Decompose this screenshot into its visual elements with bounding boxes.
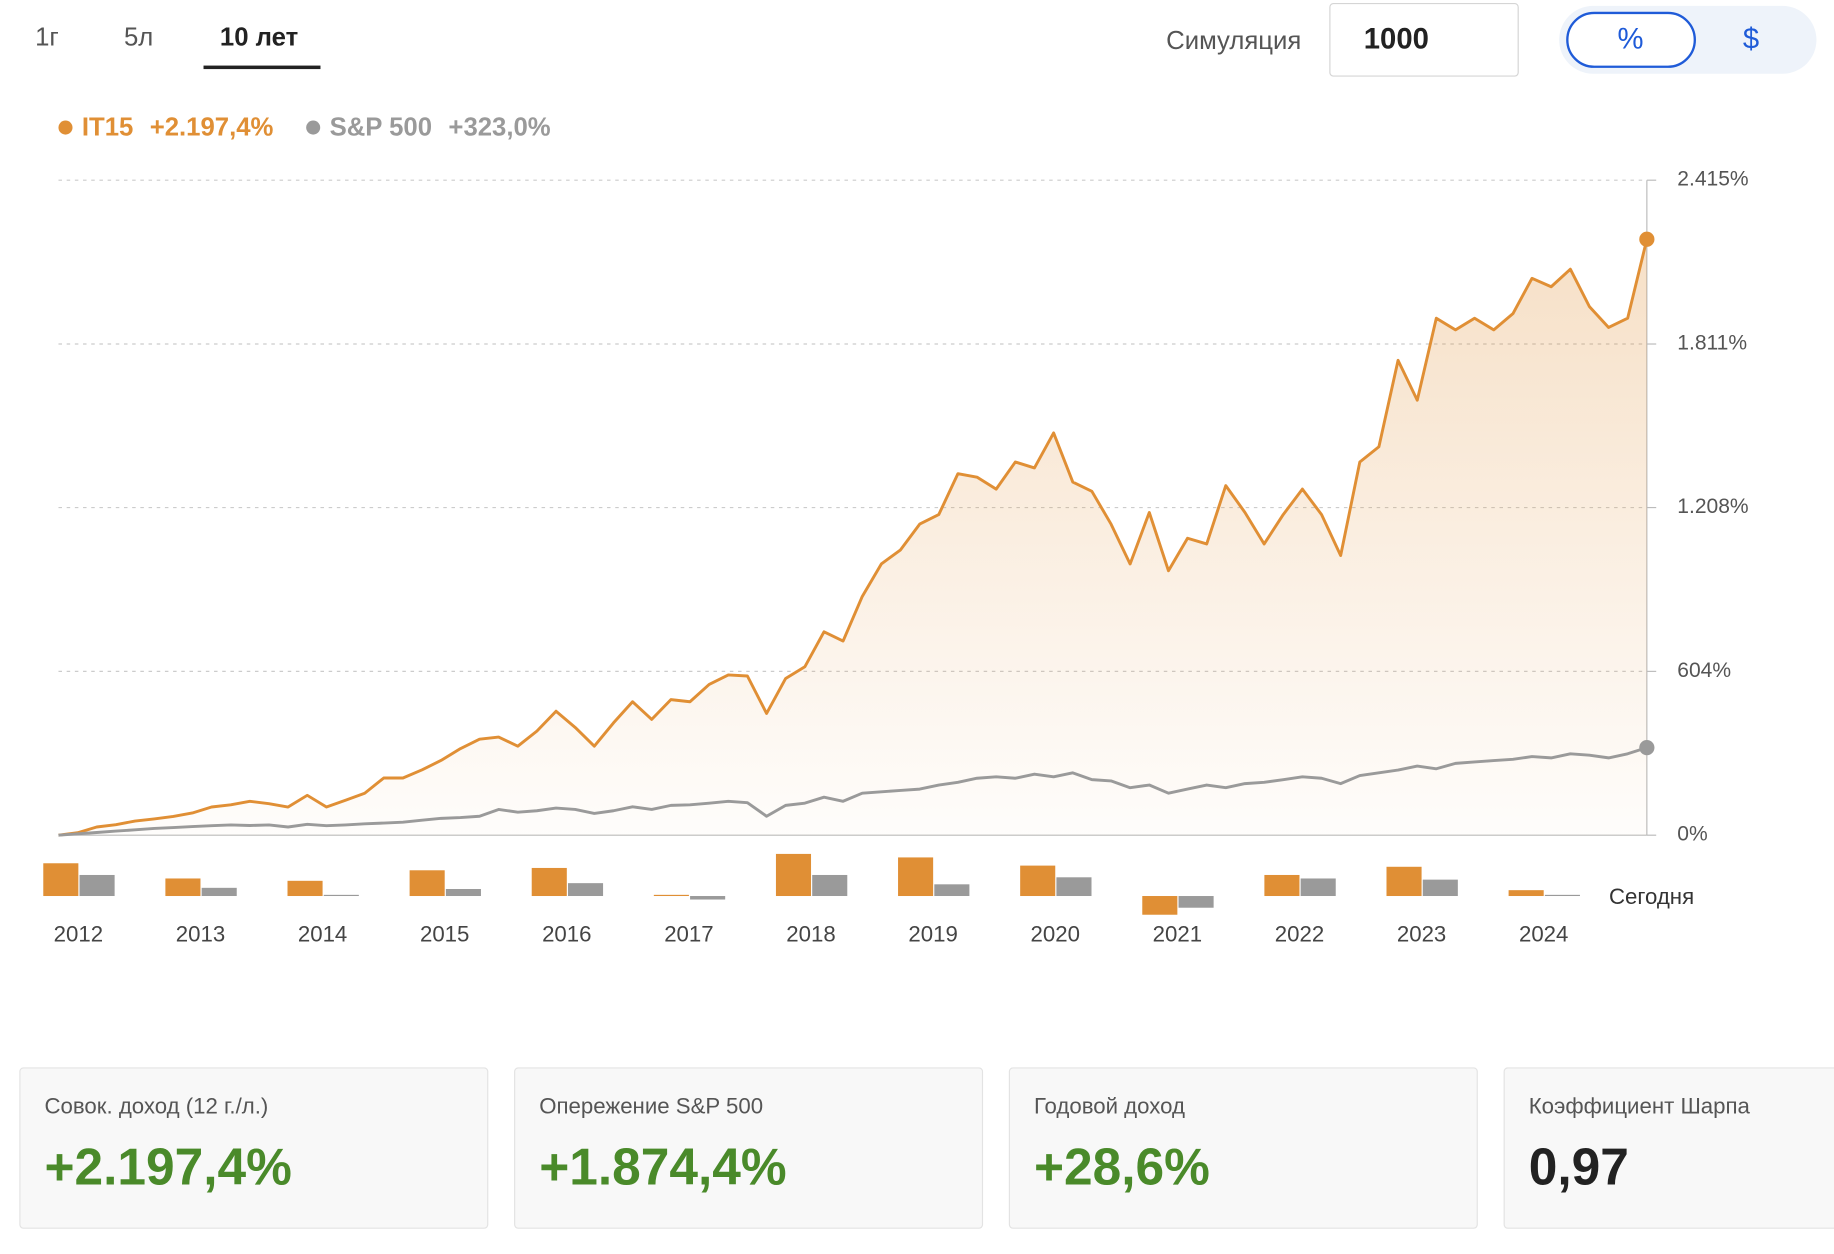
year-bar [79, 874, 115, 897]
legend-total: +323,0% [448, 114, 550, 142]
year-bar [43, 863, 79, 897]
year-label: 2022 [1275, 922, 1324, 947]
year-bar [201, 887, 237, 897]
tab[interactable]: 10 лет [220, 23, 298, 51]
year-bar [409, 870, 445, 897]
year-bar [567, 883, 604, 897]
year-bar [287, 880, 323, 897]
end-dot [1639, 231, 1655, 247]
year-bar [1056, 877, 1092, 897]
stat-label: Годовой доход [1034, 1094, 1185, 1119]
year-label: 2018 [786, 922, 835, 947]
year-label: 2020 [1031, 922, 1080, 947]
stat-label: Коэффициент Шарпа [1529, 1094, 1751, 1119]
year-bar [934, 884, 970, 897]
year-bar [812, 874, 848, 897]
end-label: Сегодня [1609, 884, 1694, 909]
year-bar [1020, 865, 1056, 897]
toggle-option[interactable]: % [1617, 24, 1643, 56]
year-bar [445, 889, 481, 897]
year-label: 2021 [1153, 922, 1202, 947]
stat-card [1008, 1067, 1478, 1229]
year-bar [165, 878, 201, 897]
toggle-option[interactable]: $ [1743, 24, 1759, 56]
legend-dot [306, 120, 321, 135]
y-tick-label: 1.811% [1677, 332, 1747, 355]
simulation-input[interactable] [1329, 2, 1519, 77]
year-bar [1422, 879, 1458, 897]
stat-value: +1.874,4% [539, 1137, 786, 1195]
year-bar [898, 857, 934, 897]
stat-card [514, 1067, 984, 1229]
y-tick-label: 0% [1677, 823, 1707, 846]
year-label: 2014 [298, 922, 347, 947]
y-tick-label: 604% [1677, 659, 1731, 682]
year-label: 2019 [908, 922, 957, 947]
year-label: 2016 [542, 922, 591, 947]
year-label: 2013 [176, 922, 225, 947]
stat-card [19, 1067, 489, 1229]
stat-card [1503, 1067, 1834, 1229]
tab[interactable]: 5л [124, 23, 153, 51]
year-label: 2012 [54, 922, 103, 947]
area [58, 239, 1647, 836]
year-bar [323, 894, 359, 897]
line [58, 238, 1649, 837]
legend-total: +2.197,4% [150, 114, 274, 142]
year-bar [1508, 890, 1544, 897]
end-dot [1639, 739, 1655, 756]
toggle-active[interactable] [1566, 11, 1696, 68]
year-bar [653, 894, 689, 897]
simulation-value[interactable]: 1000 [1364, 24, 1429, 56]
y-tick-label: 2.415% [1677, 168, 1748, 191]
year-bar [1264, 874, 1300, 897]
y-tick-label: 1.208% [1677, 495, 1748, 518]
stat-value: 0,97 [1529, 1137, 1629, 1195]
stat-value: +28,6% [1034, 1137, 1210, 1195]
year-bar [1300, 878, 1336, 897]
stat-value: +2.197,4% [44, 1137, 291, 1195]
year-label: 2023 [1397, 922, 1446, 947]
year-bar [531, 867, 567, 897]
simulation-label: Симуляция [1166, 27, 1301, 55]
line [58, 746, 1648, 837]
year-bar [690, 896, 726, 900]
year-label: 2015 [420, 922, 469, 947]
year-label: 2024 [1519, 922, 1568, 947]
stat-label: Совок. доход (12 г./л.) [44, 1094, 268, 1119]
year-bar [1386, 866, 1422, 897]
year-bar [1178, 896, 1214, 908]
stat-label: Опережение S&P 500 [539, 1094, 763, 1119]
year-bar [1544, 894, 1580, 897]
tab[interactable]: 1г [35, 23, 59, 51]
tab-underline [203, 65, 321, 70]
legend-name: S&P 500 [330, 114, 432, 142]
legend-dot [58, 120, 73, 135]
year-label: 2017 [664, 922, 713, 947]
legend-name: IT15 [82, 114, 133, 142]
year-bar [775, 853, 812, 897]
year-bar [1142, 896, 1178, 915]
